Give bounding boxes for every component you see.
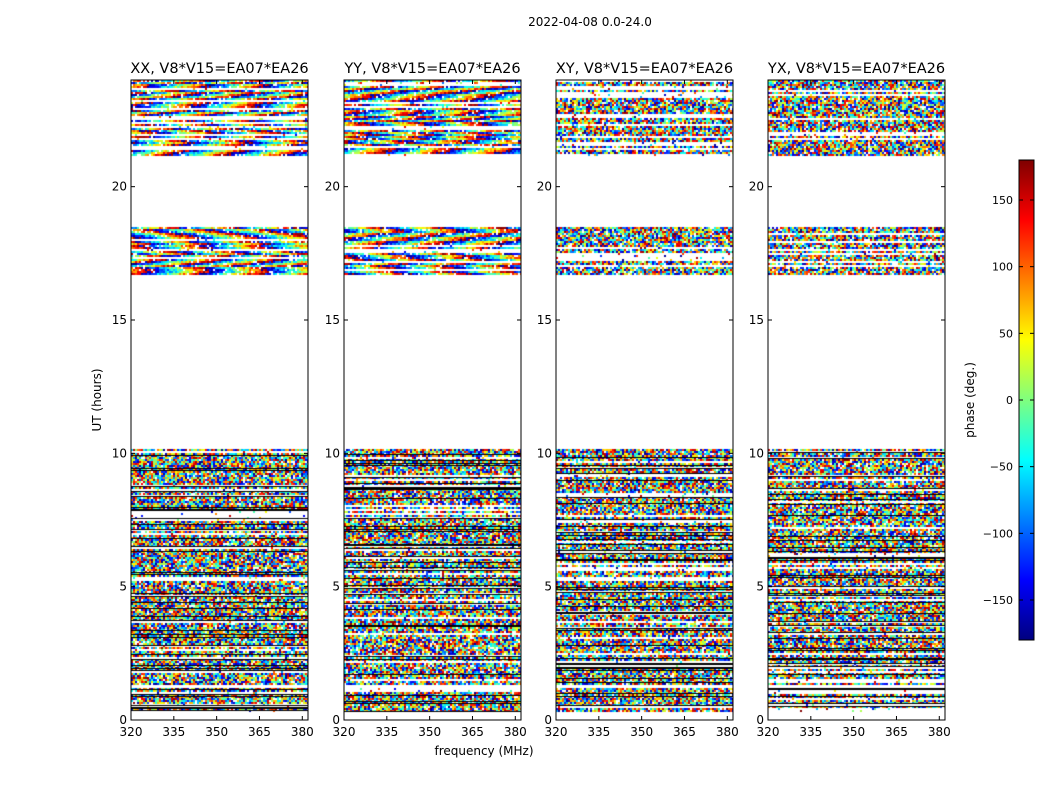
phase-heatmap	[556, 80, 733, 720]
y-tick-label: 0	[544, 713, 552, 727]
y-tick-label: 10	[325, 446, 340, 460]
y-axis-label: UT (hours)	[90, 368, 104, 431]
x-tick-label: 365	[248, 725, 271, 739]
x-tick-label: 365	[461, 725, 484, 739]
colorbar-tick-label: −100	[983, 527, 1013, 540]
panel-yx: YX, V8*V15=EA07*EA26 320 335 350 365 380 0 5 10 1…	[749, 61, 951, 739]
colorbar-tick-label: −150	[983, 594, 1013, 607]
y-tick-label: 5	[332, 580, 340, 594]
y-tick-label: 0	[119, 713, 127, 727]
x-tick-label: 335	[799, 725, 822, 739]
colorbar-tick-label: 0	[1006, 394, 1013, 407]
colorbar-ticks: 150 100 50 0 −50 −100 −150	[983, 194, 1034, 607]
y-tick-label: 15	[325, 313, 340, 327]
x-axis-label: frequency (MHz)	[434, 744, 533, 758]
phase-heatmap	[131, 80, 308, 720]
panel-yy: YY, V8*V15=EA07*EA26 320 335 350 365 380 0 5 10 1…	[325, 61, 527, 739]
x-tick-label: 335	[375, 725, 398, 739]
plot-frame	[767, 79, 946, 721]
phase-heatmap	[344, 80, 521, 720]
y-tick-label: 20	[749, 180, 764, 194]
x-tick-label: 380	[716, 725, 739, 739]
y-tick-label: 0	[756, 713, 764, 727]
x-tick-label: 335	[162, 725, 185, 739]
figure-suptitle: 2022-04-08 0.0-24.0	[528, 15, 652, 29]
colorbar-tick-label: 50	[999, 327, 1013, 340]
panel-xx: XX, V8*V15=EA07*EA26 320 335 350 365 380 0 5 10 1…	[112, 61, 314, 739]
y-tick-label: 15	[537, 313, 552, 327]
colorbar-tick-label: 150	[992, 194, 1013, 207]
y-tick-label: 5	[544, 580, 552, 594]
x-tick-label: 350	[418, 725, 441, 739]
plot-frame	[343, 79, 522, 721]
x-tick-label: 335	[587, 725, 610, 739]
plot-frame	[555, 79, 734, 721]
y-tick-label: 15	[749, 313, 764, 327]
x-tick-label: 365	[673, 725, 696, 739]
y-tick-label: 20	[537, 180, 552, 194]
x-tick-label: 320	[120, 725, 143, 739]
y-tick-label: 20	[112, 180, 127, 194]
x-tick-label: 350	[630, 725, 653, 739]
x-tick-label: 350	[205, 725, 228, 739]
y-tick-label: 10	[537, 446, 552, 460]
plot-frame	[130, 79, 309, 721]
y-tick-label: 0	[332, 713, 340, 727]
panel-title: YX, V8*V15=EA07*EA26	[767, 61, 945, 77]
x-tick-label: 365	[885, 725, 908, 739]
y-tick-label: 15	[112, 313, 127, 327]
x-tick-label: 380	[928, 725, 951, 739]
y-tick-label: 5	[119, 580, 127, 594]
y-tick-label: 20	[325, 180, 340, 194]
y-tick-label: 10	[749, 446, 764, 460]
colorbar: 150 100 50 0 −50 −100 −150 phase (deg.)	[963, 159, 1035, 641]
panels: XX, V8*V15=EA07*EA26 320 335 350 365 380 0 5 10 1…	[112, 61, 951, 739]
y-tick-label: 5	[756, 580, 764, 594]
y-tick-label: 10	[112, 446, 127, 460]
x-tick-label: 350	[842, 725, 865, 739]
panel-title: XX, V8*V15=EA07*EA26	[130, 61, 308, 77]
colorbar-tick-label: −50	[990, 461, 1013, 474]
colorbar-tick-label: 100	[992, 261, 1013, 274]
panel-xy: XY, V8*V15=EA07*EA26 320 335 350 365 380 0 5 10 1…	[537, 61, 739, 739]
x-tick-label: 380	[291, 725, 314, 739]
panel-title: XY, V8*V15=EA07*EA26	[556, 61, 733, 77]
x-tick-label: 380	[504, 725, 527, 739]
x-tick-label: 320	[545, 725, 568, 739]
colorbar-label: phase (deg.)	[963, 362, 977, 438]
phase-heatmap	[768, 80, 945, 720]
panel-title: YY, V8*V15=EA07*EA26	[343, 61, 520, 77]
x-tick-label: 320	[333, 725, 356, 739]
x-tick-label: 320	[757, 725, 780, 739]
